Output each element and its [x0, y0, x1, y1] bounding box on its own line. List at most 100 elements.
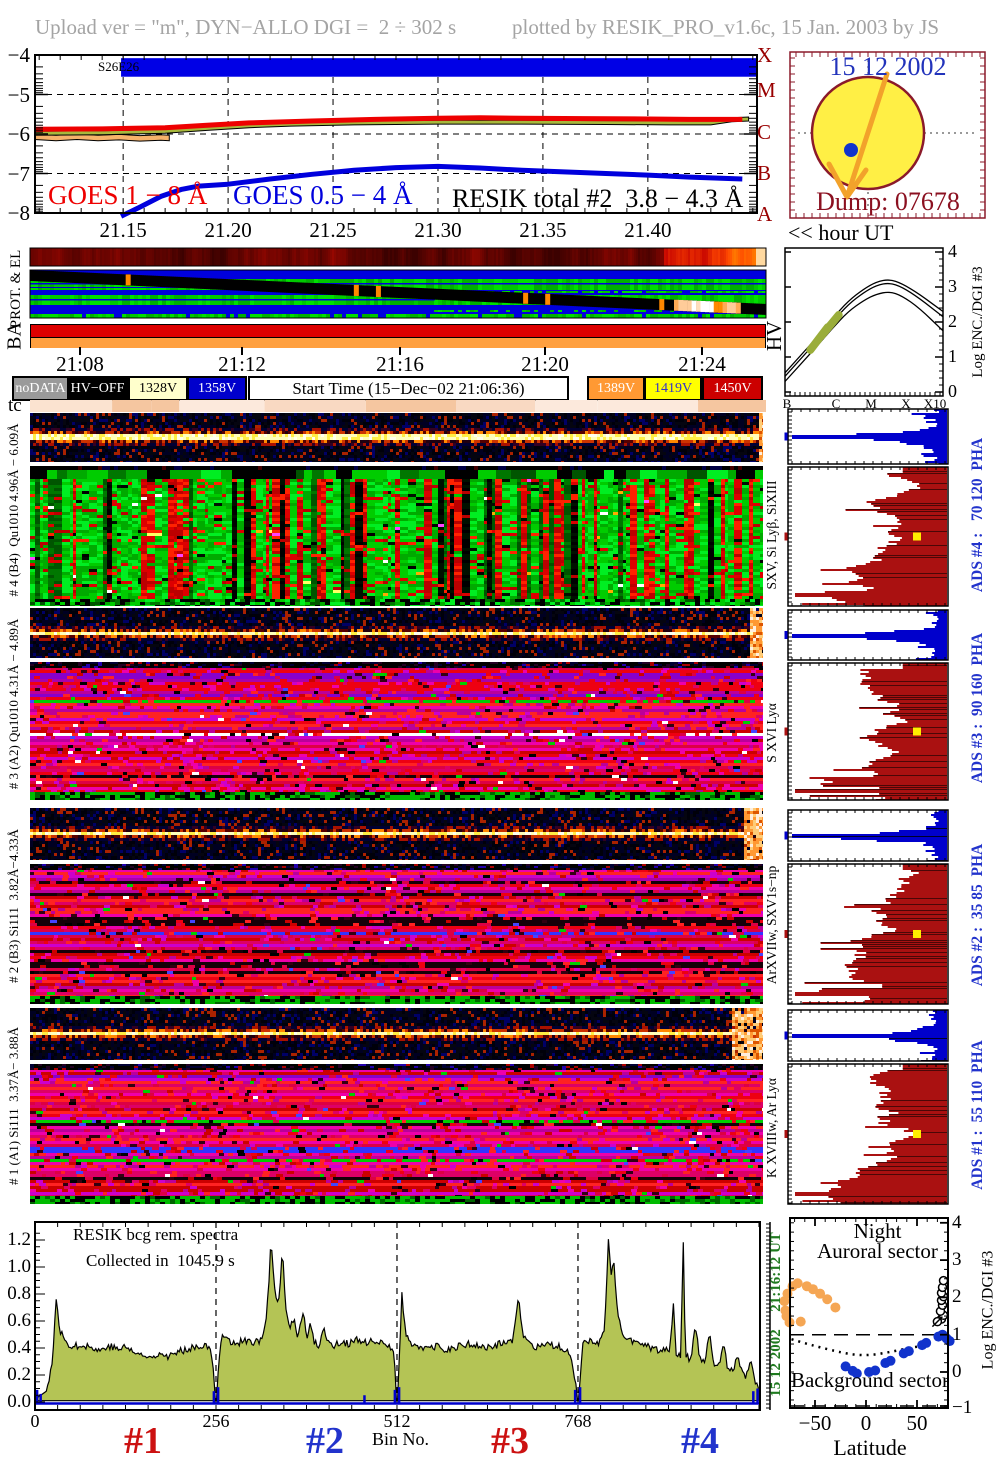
spectra-ytick-label: 0.2: [7, 1364, 31, 1385]
pha-frame: [787, 662, 949, 801]
scatter-xtick-label: −50: [798, 1411, 832, 1435]
spectrogram-pha-band-#1: [30, 1008, 763, 1060]
scatter-point-background-sector: [885, 1355, 896, 1366]
enc-xtick-label: X: [901, 396, 911, 411]
hv-axis-label: HV: [761, 320, 786, 352]
scatter-frame: [789, 1217, 949, 1409]
enc-ytick-label: 2: [948, 311, 957, 331]
scatter-point-background-sector: [851, 1368, 862, 1379]
sun-dump-label: Dump: 07678: [816, 187, 960, 216]
pha-hist-red-#1: [789, 1064, 947, 1204]
ads-label-#2: ADS #2 : 35 85 PHA: [968, 843, 986, 987]
scatter-dotted-curve: [791, 1338, 923, 1357]
enc-ylabel: Log ENC./DGI #3: [970, 266, 987, 378]
scatter-point-background-sector: [840, 1361, 851, 1372]
pha-frame: [787, 809, 949, 862]
timeline-xtick-label: 21:16: [376, 352, 424, 376]
spectra-title: RESIK bcg rem. spectra: [73, 1225, 239, 1244]
ba-red-band: [31, 325, 765, 337]
goes-xtick-label: 21.20: [204, 218, 252, 242]
goes-ytick-label: −8: [7, 201, 30, 225]
spectra-segment-label: #1: [124, 1420, 162, 1462]
goes-long-line: [34, 115, 743, 132]
spectra-xlabel: Bin No.: [372, 1429, 430, 1449]
hour-ut-caption: << hour UT: [788, 220, 894, 245]
enc-curve: [784, 282, 944, 377]
pha-hist-blue-#1: [789, 1010, 947, 1061]
scatter-xtick-label: 50: [906, 1411, 928, 1435]
prot-el-strip: [30, 248, 766, 266]
scatter-point-auroral-sector: [822, 1294, 833, 1305]
timeline-xtick-label: 21:12: [218, 352, 266, 376]
line-id-label-#1: K XVIIIw, Ar Lyα: [763, 1078, 779, 1178]
spectrogram-main-band-#4: [30, 466, 763, 606]
ads-label-#1: ADS #1 : 55 110 PHA: [968, 1040, 986, 1190]
pha-hist-blue-#2: [789, 810, 947, 861]
enc-xtick-label: M: [865, 396, 877, 411]
timeline-legend-nodata: noDATA: [12, 376, 69, 401]
line-id-label-#3: S XVI Lyα: [763, 703, 779, 763]
enc-xtick-label: X10: [923, 396, 947, 411]
header-plotted-by: plotted by RESIK_PRO_v1.6c, 15 Jan. 2003…: [512, 15, 940, 39]
pha-frame: [787, 1009, 949, 1062]
goes-xtick-label: 21.25: [309, 218, 357, 242]
spectra-ytick-label: 0.8: [7, 1283, 31, 1304]
goes-ytick-label: −5: [7, 82, 30, 107]
spectra-xtick-label: 768: [564, 1411, 592, 1431]
goes-class-letter: A: [757, 202, 773, 226]
side-timestamp-ut: 21:16:12 UT: [768, 1232, 785, 1312]
spectra-histogram-#4: [578, 1239, 759, 1402]
pha-hist-red-#3: [789, 663, 947, 800]
sun-frame: [789, 51, 986, 219]
goes-short-series-label: GOES 0.5 − 4 Å: [233, 180, 413, 210]
scatter-ylabel: Log ENC./DGI #3: [979, 1250, 997, 1370]
scatter-ytick-label: 4: [952, 1211, 962, 1233]
enc-xtick-label: B: [782, 396, 792, 411]
channel-left-label-#3: # 3 (A2) Qu1010 4.31Å − 4.89Å: [6, 618, 22, 790]
timeline-legend-start-time-15-dec-02-21-06-36-: Start Time (15−Dec−02 21:06:36): [248, 376, 569, 401]
spectra-ytick-label: 0.6: [7, 1310, 31, 1331]
enc-xtick-label: C: [831, 396, 841, 411]
spectra-histogram-#1: [34, 1299, 216, 1402]
pha-frame: [787, 466, 949, 607]
goes-long-series-label: GOES 1 − 8 Å: [48, 180, 208, 210]
spectrogram-main-band-#3: [30, 662, 763, 800]
sun-pointer-arrow: [844, 71, 890, 200]
ba-orange-band: [31, 337, 765, 348]
scatter-ytick-label: 3: [952, 1249, 962, 1271]
timeline-xtick-label: 21:24: [678, 352, 726, 376]
spectra-segment-label: #2: [306, 1420, 344, 1462]
spectra-ytick-label: 0.4: [7, 1337, 31, 1358]
spectra-ytick-label: 1.2: [7, 1229, 31, 1250]
scatter-point-background-sector: [921, 1337, 932, 1348]
header-upload-info: Upload ver = "m", DYN−ALLO DGI = 2 ÷ 302…: [35, 15, 457, 39]
spectra-subtitle: Collected in 1045.9 s: [86, 1251, 235, 1270]
pha-frame: [787, 863, 949, 1005]
scatter-title-background: Background sector: [790, 1368, 950, 1392]
scatter-point-auroral-sector: [815, 1288, 826, 1299]
ads-label-#4: ADS #4 : 70 120 PHA: [968, 437, 986, 593]
spectra-histogram-#2: [216, 1249, 397, 1402]
goes-class-letter: B: [757, 161, 772, 185]
enc-ytick-label: 0: [948, 381, 957, 401]
goes-xtick-label: 21.35: [519, 218, 567, 242]
spectrogram-pha-band-#3: [30, 608, 763, 658]
ba-strip: [30, 324, 766, 348]
scatter-xtick-label: 0: [860, 1411, 872, 1435]
scatter-xlabel: Latitude: [833, 1435, 907, 1460]
resik-total-series-label: RESIK total #2 3.8 − 4.3 Å: [452, 184, 744, 213]
spectra-ytick-label: 0.0: [7, 1391, 31, 1412]
goes-short-line: [120, 163, 743, 219]
spectra-segment-label: #4: [681, 1420, 719, 1462]
tc-strip: [30, 400, 766, 412]
enc-highlight: [817, 311, 843, 340]
line-id-label-#2: ArXVIIw, SXV1s−np: [763, 865, 779, 985]
spectrogram-pha-band-#2: [30, 808, 763, 860]
enc-ytick-label: 3: [948, 276, 957, 296]
spectra-xtick-label: 256: [202, 1411, 230, 1431]
timeline-legend-1419v: 1419V: [644, 376, 702, 401]
goes-ytick-label: −6: [7, 122, 30, 146]
goes-class-letter: X: [757, 43, 773, 67]
goes-region-label: S26E26: [98, 59, 140, 74]
goes-class-letter: C: [757, 120, 772, 144]
